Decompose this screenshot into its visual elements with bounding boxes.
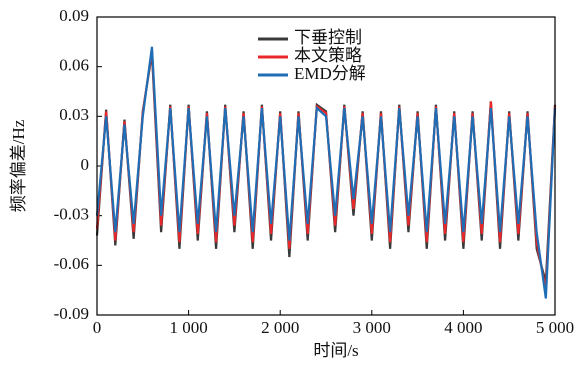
x-tick-label: 1 000 <box>169 318 207 337</box>
x-axis-label: 时间/s <box>313 341 358 360</box>
y-tick-label: -0.06 <box>54 254 89 273</box>
legend-label: 下垂控制 <box>294 28 362 47</box>
y-tick-label: 0.03 <box>59 105 89 124</box>
y-tick-label: 0 <box>81 155 90 174</box>
plot-frame <box>96 16 556 316</box>
y-tick-label: 0.06 <box>59 56 89 75</box>
x-tick-label: 0 <box>93 318 102 337</box>
y-tick-label: 0.09 <box>59 6 89 25</box>
data-line <box>95 46 557 299</box>
legend-label: EMD分解 <box>294 64 366 83</box>
x-tick-label: 4 000 <box>444 318 482 337</box>
y-axis-label: 频率偏差/Hz <box>9 119 28 212</box>
legend-label: 本文策略 <box>294 46 362 65</box>
x-tick-label: 5 000 <box>536 318 574 337</box>
x-tick-label: 3 000 <box>353 318 391 337</box>
y-tick-label: -0.09 <box>54 304 89 323</box>
y-tick-label: -0.03 <box>54 205 89 224</box>
x-tick-label: 2 000 <box>261 318 299 337</box>
